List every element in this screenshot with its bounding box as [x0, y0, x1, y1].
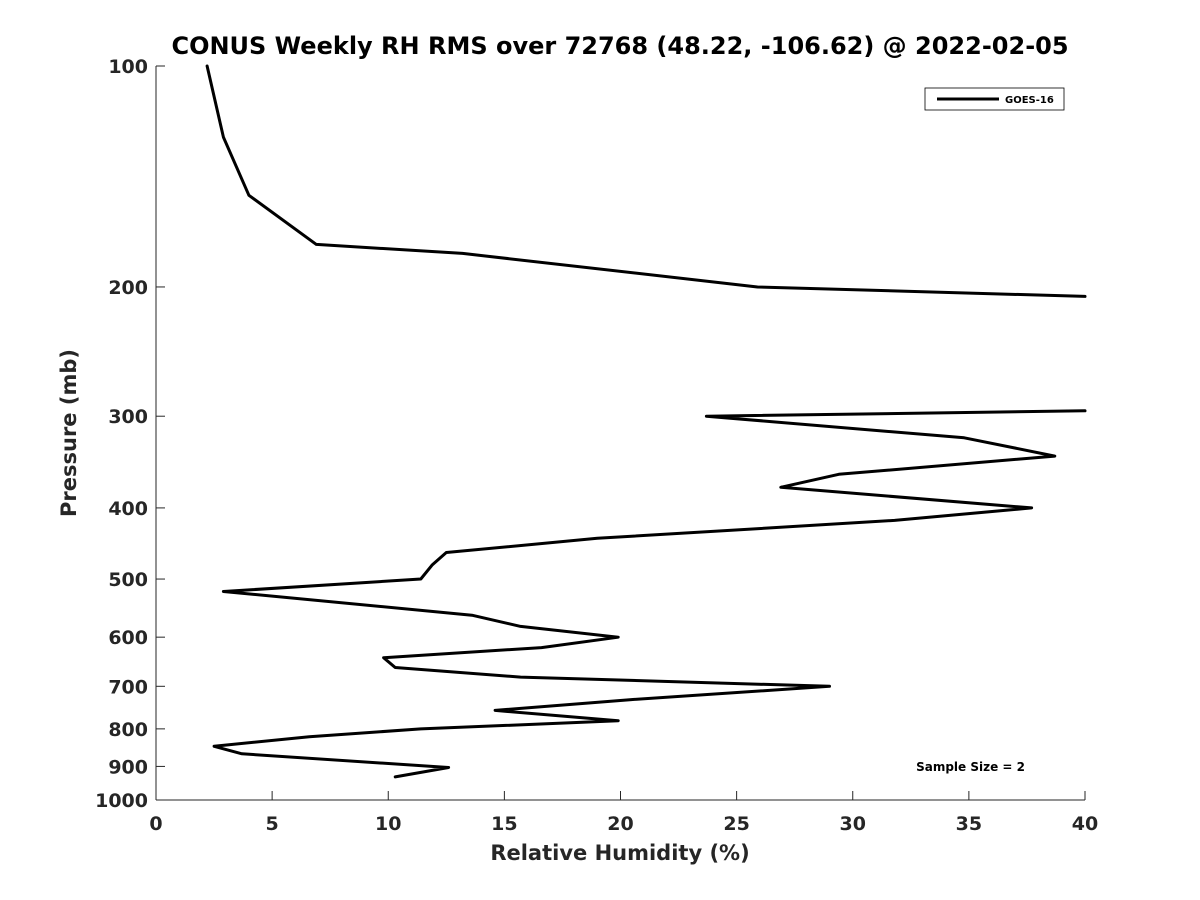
series-line-goes-16-segment-1	[205, 64, 1087, 298]
y-tick-label: 700	[108, 676, 148, 698]
y-tick-label: 300	[108, 406, 148, 428]
y-tick-label: 200	[108, 277, 148, 299]
x-tick-label: 30	[840, 813, 866, 835]
x-tick-label: 5	[266, 813, 279, 835]
y-tick-label: 1000	[95, 790, 148, 812]
y-axis-label: Pressure (mb)	[57, 349, 81, 517]
x-tick-label: 0	[149, 813, 162, 835]
x-tick-label: 15	[491, 813, 517, 835]
x-tick-label: 20	[607, 813, 633, 835]
y-tick-label: 100	[108, 56, 148, 78]
y-tick-label: 500	[108, 569, 148, 591]
legend-label-goes-16: GOES-16	[1005, 95, 1054, 106]
series-line-goes-16-segment-2	[212, 409, 1087, 779]
series-layer	[205, 64, 1087, 779]
x-tick-label: 10	[375, 813, 401, 835]
x-tick-label: 35	[956, 813, 982, 835]
x-tick-label: 40	[1072, 813, 1098, 835]
legend: GOES-16	[924, 87, 1065, 111]
chart-title: CONUS Weekly RH RMS over 72768 (48.22, -…	[171, 32, 1068, 60]
y-tick-label: 900	[108, 756, 148, 778]
x-axis-label: Relative Humidity (%)	[490, 841, 749, 865]
axes: 0 5 10 15 20 25 30 35 40 100 200 300 400 500 600 700 800…	[95, 56, 1098, 835]
y-tick-label: 800	[108, 719, 148, 741]
y-tick-label: 600	[108, 627, 148, 649]
sample-size-annotation: Sample Size = 2	[916, 760, 1025, 774]
y-tick-label: 400	[108, 498, 148, 520]
x-tick-label: 25	[723, 813, 749, 835]
